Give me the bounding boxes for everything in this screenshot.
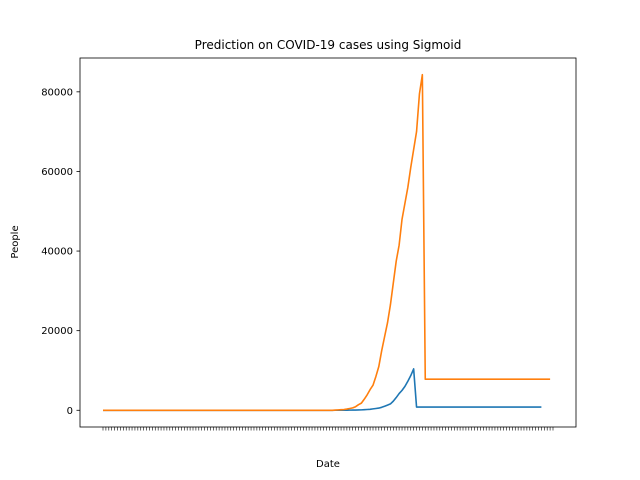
- y-tick-label: 0: [67, 406, 73, 417]
- y-axis-label: People: [10, 225, 21, 258]
- y-tick-label: 20000: [41, 326, 73, 337]
- y-tick-label: 80000: [41, 87, 73, 98]
- y-axis: 0 20000 40000 60000 80000: [41, 87, 80, 417]
- chart-title: Prediction on COVID-19 cases using Sigmo…: [195, 38, 462, 52]
- y-tick-label: 40000: [41, 247, 73, 258]
- x-axis-label: Date: [316, 459, 340, 470]
- plot-frame: [79, 57, 577, 428]
- series-layer: [103, 73, 551, 412]
- series-line-2: [103, 73, 551, 412]
- y-tick-label: 60000: [41, 167, 73, 178]
- x-axis: [102, 427, 554, 431]
